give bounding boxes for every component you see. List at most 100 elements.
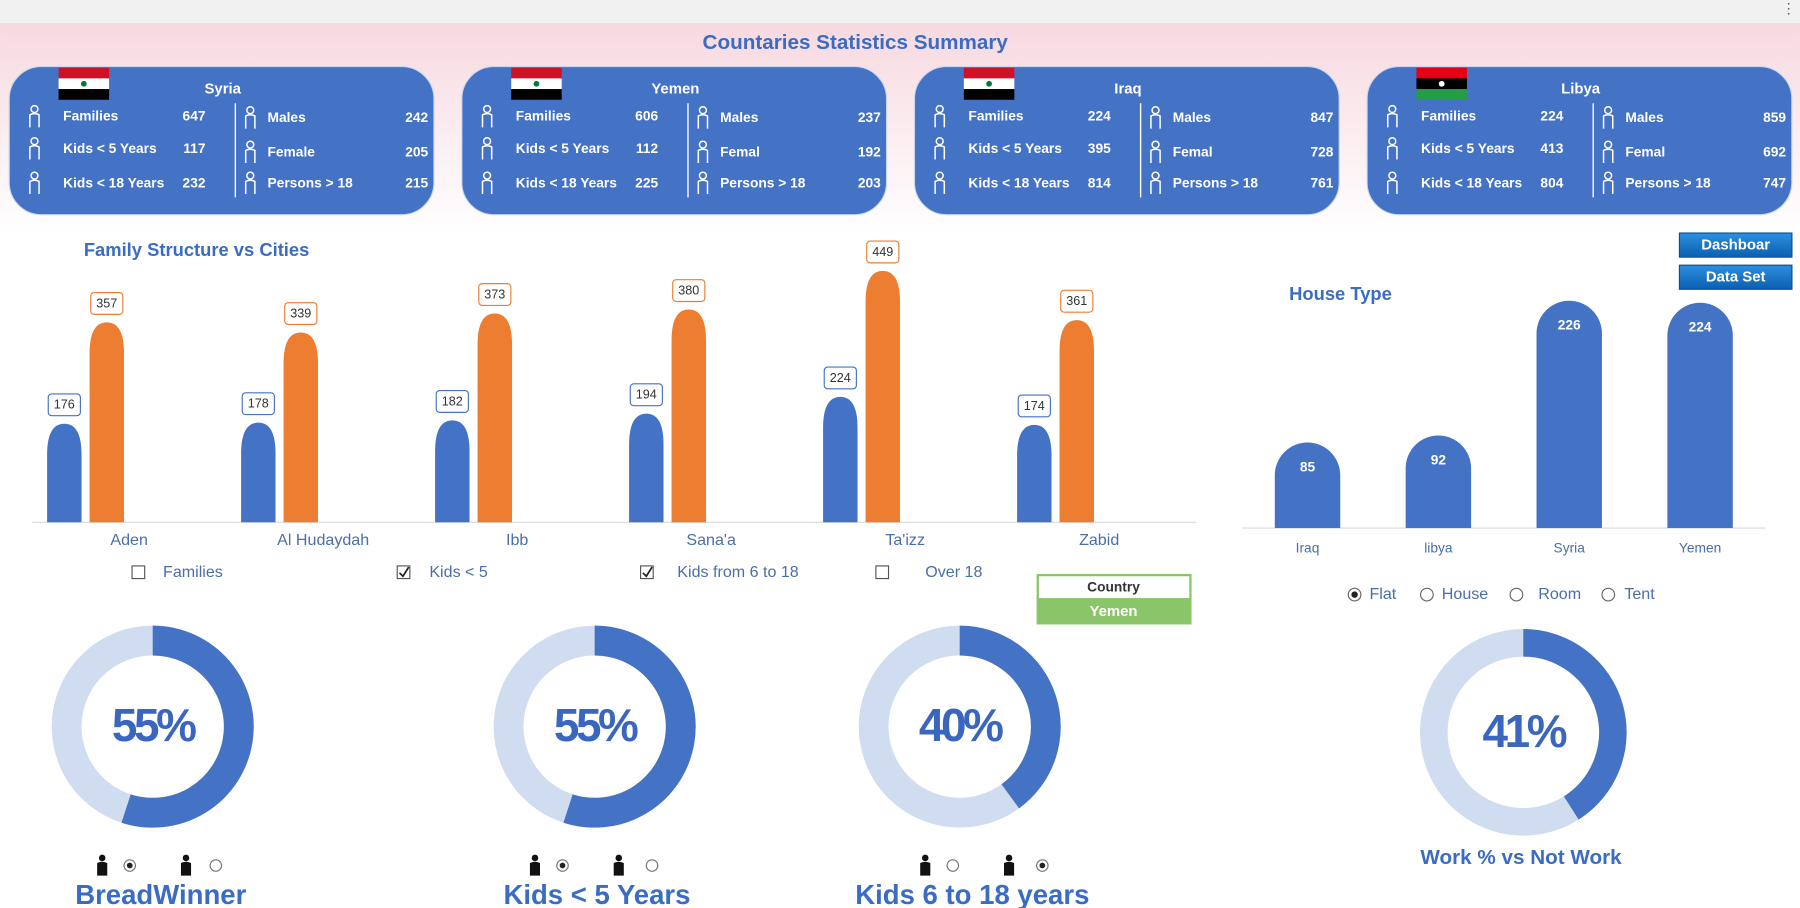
data-label: 182 [442,394,463,408]
radio-dot [126,862,133,869]
checkbox[interactable] [131,565,146,580]
icon [246,171,255,180]
bar [1536,300,1602,529]
chart-title: Family Structure vs Cities [84,239,310,260]
data-label: 174 [1024,399,1045,413]
card-value: 728 [1310,144,1333,159]
card-label: Males [720,110,759,125]
radio[interactable] [645,859,659,872]
bar [823,396,858,523]
data-label-box [90,291,124,315]
x-tick-label: Sana'a [686,531,736,549]
card-label: Persons > 18 [1625,175,1711,190]
card-value: 747 [1763,175,1786,190]
card-country: Libya [1561,80,1601,97]
card-value: 395 [1088,141,1111,156]
donut-arc [959,625,1061,809]
card-value: 224 [1540,109,1563,124]
nav-button[interactable] [1678,232,1793,258]
slicer-header: Country [1087,579,1140,594]
card-value: 225 [635,175,658,190]
icon [934,179,946,194]
card-label: Males [267,110,306,125]
filter-label[interactable]: Families [163,563,223,581]
card-value: 224 [1088,109,1111,124]
bar [1667,302,1733,529]
flag-stripe [511,89,562,100]
icon [1151,171,1160,180]
option-icon [98,854,106,862]
data-label: 373 [484,287,505,301]
card-value: 804 [1540,175,1563,190]
radio[interactable] [1601,587,1616,602]
card-label: Kids < 18 Years [516,175,617,190]
icon [935,171,944,180]
checkbox[interactable] [875,565,890,580]
filter-label[interactable]: House [1442,585,1488,603]
flag-emblem [986,80,992,87]
card-label: Femal [1625,144,1665,159]
x-tick-label: libya [1424,540,1453,555]
menu-dots[interactable]: ⋮ [1782,1,1796,16]
country-card [1366,66,1793,216]
card-label: Femal [1173,144,1213,159]
option-icon [1005,854,1013,862]
x-tick-label: Ibb [506,531,528,549]
icon [934,112,946,128]
data-label: 176 [54,398,75,412]
icon [29,145,40,160]
icon [935,104,944,114]
card-label: Kids < 5 Years [63,141,157,156]
icon [30,104,39,114]
icon [482,104,492,114]
radio[interactable] [209,859,223,872]
icon [244,114,256,129]
card-label: Families [1421,109,1476,124]
radio[interactable] [1420,587,1434,602]
x-tick-label: Ta'izz [885,531,925,549]
card-value: 203 [858,175,881,190]
card-label: Persons > 18 [720,175,806,190]
filter-label[interactable]: Kids < 5 [429,563,488,581]
radio[interactable] [946,859,960,872]
x-tick-label: Zabid [1079,531,1119,549]
filter-label[interactable]: Kids from 6 to 18 [677,563,798,581]
slicer-item[interactable]: Yemen [1089,603,1137,620]
data-label-box [47,393,81,417]
radio[interactable] [1509,587,1524,602]
donut-arc [563,625,696,828]
icon [1150,148,1161,164]
option-icon [182,854,190,862]
filter-label[interactable]: Tent [1624,585,1655,603]
donut-title: Kids 6 to 18 years [855,879,1089,908]
icon [1388,171,1397,180]
flag-emblem [80,80,87,87]
nav-button-label[interactable]: Dashboar [1701,237,1770,254]
icon [482,137,492,146]
nav-button-label[interactable]: Data Set [1706,269,1766,286]
top-bar [0,0,1800,23]
icon [934,145,946,160]
flag-stripe [963,89,1015,100]
icon [698,140,708,149]
data-label: 194 [636,388,657,402]
card-country: Syria [204,80,241,97]
icon [1603,140,1613,149]
data-label: 226 [1558,318,1581,333]
chart-title: House Type [1289,283,1392,304]
option-icon [1004,861,1015,876]
card-country: Yemen [651,80,699,97]
data-label-box [241,392,275,416]
nav-button[interactable] [1678,264,1793,290]
card-value: 761 [1310,175,1333,190]
option-icon [920,861,931,876]
data-label: 85 [1300,459,1316,474]
slicer[interactable]: Country Yemen [1036,573,1192,625]
bar [477,313,513,523]
filter-label[interactable]: Over 18 [925,563,982,581]
filter-label[interactable]: Room [1538,585,1581,603]
checkbox-tick [642,566,653,578]
icon [30,137,39,146]
filter-label[interactable]: Flat [1369,585,1396,603]
bar [671,309,707,523]
